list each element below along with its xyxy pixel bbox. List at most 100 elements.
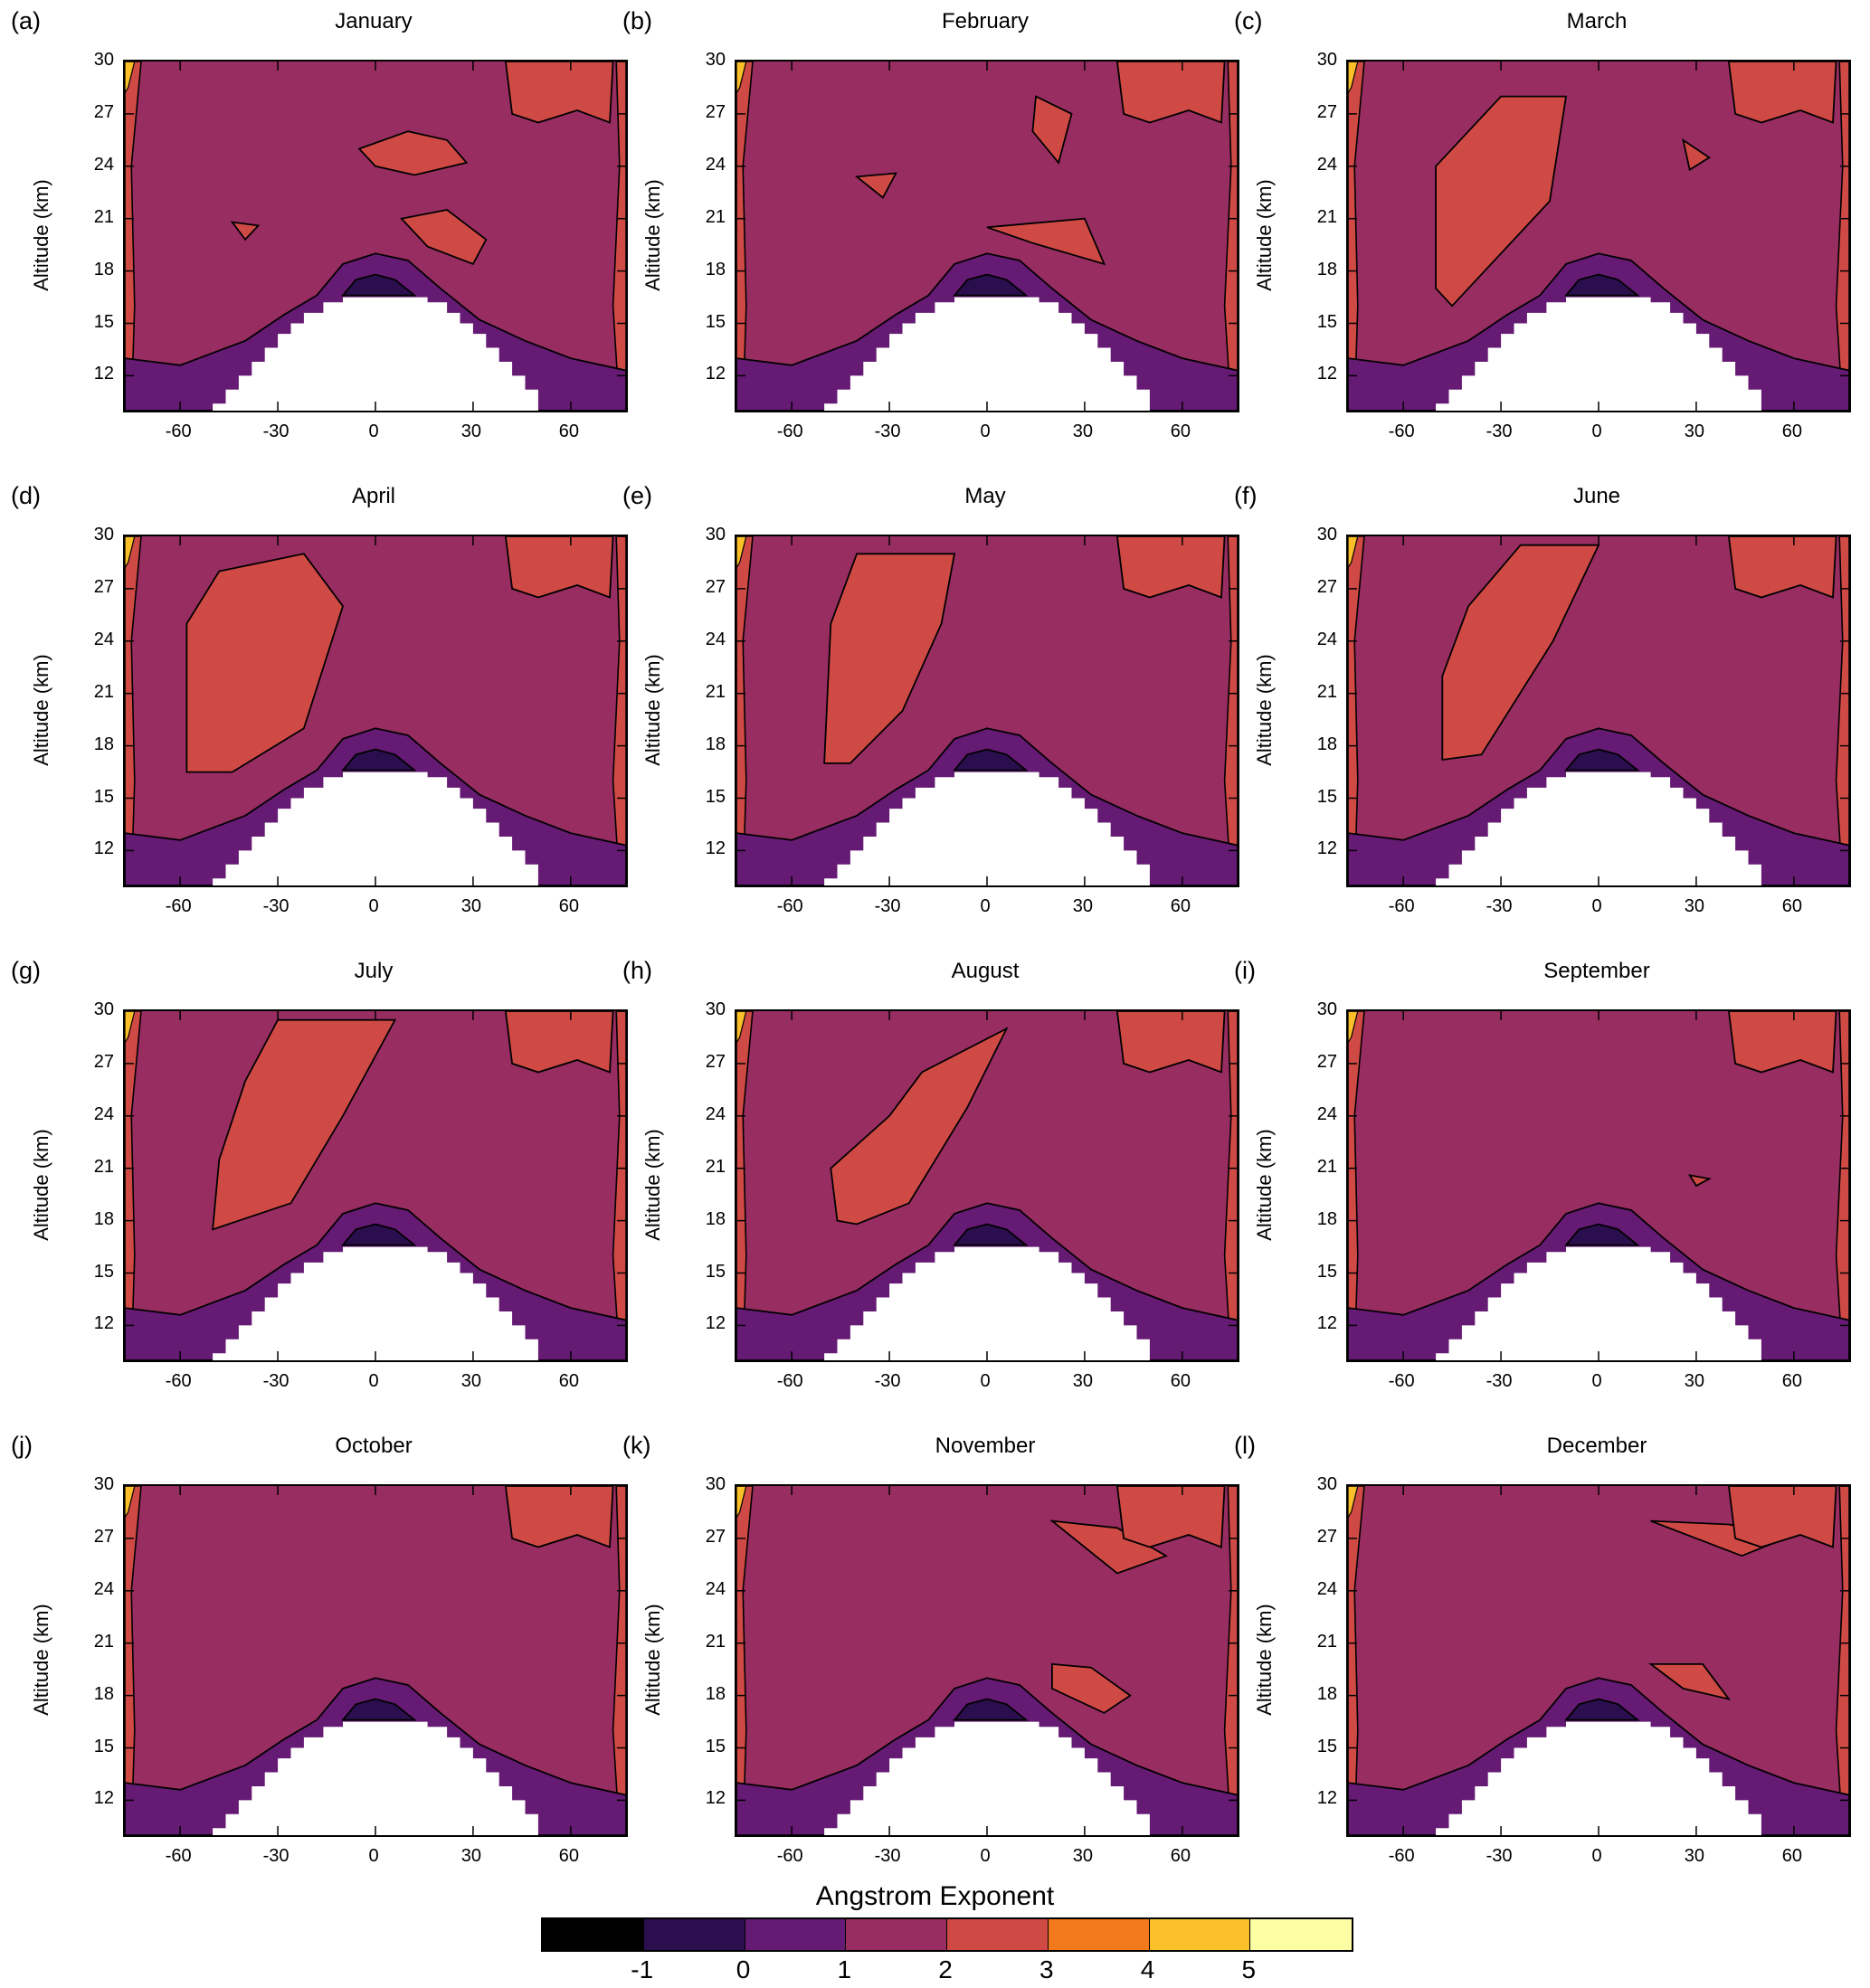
missing-data-mask (1436, 1246, 1761, 1360)
x-tick-label: 30 (1072, 1371, 1094, 1391)
y-tick-label: 24 (93, 154, 114, 175)
contour-band-neg1-0 (1564, 273, 1640, 297)
missing-data-mask (824, 297, 1150, 411)
contour-panel (1346, 60, 1851, 412)
x-tick-label: 0 (980, 1371, 991, 1391)
y-tick-label: 24 (705, 1578, 726, 1599)
contour-band-4-5 (125, 536, 136, 569)
x-tick-label: 60 (1781, 1846, 1802, 1866)
y-tick-label: 18 (93, 259, 114, 279)
y-tick-label: 18 (93, 1208, 114, 1229)
y-tick-label: 27 (705, 576, 726, 597)
contour-band-neg1-0 (953, 748, 1029, 772)
colorbar-cell (947, 1919, 1049, 1950)
y-tick-label: 30 (705, 1474, 726, 1494)
x-tick-label: 0 (980, 896, 991, 916)
x-tick-label: 60 (1170, 421, 1191, 441)
contour-band-2-3 (1435, 95, 1568, 308)
x-tick-label: -60 (1388, 896, 1415, 916)
missing-data-mask (1436, 772, 1761, 885)
contour-band-neg1-0 (341, 1698, 417, 1721)
panel-title: January (335, 9, 413, 33)
y-tick-label: 15 (1316, 1736, 1337, 1756)
y-tick-label: 21 (93, 206, 114, 227)
x-tick-label: -60 (1388, 421, 1415, 441)
y-axis-label: Altitude (km) (641, 1604, 664, 1716)
panel-title: September (1543, 959, 1650, 983)
y-tick-label: 27 (1316, 1051, 1337, 1072)
x-tick-label: 60 (558, 896, 579, 916)
contour-plot (736, 1486, 1238, 1835)
x-tick-label: 0 (368, 1846, 379, 1866)
x-tick-label: -60 (165, 1846, 192, 1866)
panel-title: February (941, 9, 1030, 33)
y-tick-label: 30 (1316, 525, 1337, 544)
contour-band-4-5 (1348, 536, 1359, 569)
y-axis-label: Altitude (km) (1253, 1129, 1276, 1241)
y-tick-label: 21 (1316, 1631, 1337, 1652)
x-tick-label: 30 (1684, 1846, 1705, 1866)
contour-band-4-5 (125, 1011, 136, 1044)
contour-band-2-3 (1031, 95, 1073, 165)
x-tick-label: 0 (1591, 1371, 1602, 1391)
panel-title: March (1566, 9, 1628, 33)
contour-band-neg1-0 (1564, 748, 1640, 772)
contour-band-neg1-0 (953, 1698, 1029, 1721)
missing-data-mask (213, 1721, 538, 1835)
panel-letter: (h) (622, 957, 652, 984)
panel-letter: (b) (622, 7, 652, 34)
y-tick-label: 21 (93, 681, 114, 702)
y-tick-label: 12 (705, 1313, 726, 1334)
panel-letter: (e) (622, 482, 652, 509)
y-tick-label: 30 (705, 50, 726, 70)
contour-band-2-3 (1115, 62, 1226, 124)
contour-panel (735, 535, 1239, 887)
y-tick-label: 21 (93, 1156, 114, 1177)
contour-plot (125, 536, 626, 885)
contour-band-2-3 (504, 62, 614, 124)
contour-band-4-5 (736, 1011, 747, 1044)
y-axis-label: Altitude (km) (1253, 179, 1276, 291)
missing-data-mask (213, 772, 538, 885)
contour-panel (735, 60, 1239, 412)
x-tick-label: 60 (1170, 1371, 1191, 1391)
y-tick-label: 21 (1316, 681, 1337, 702)
contour-plot (1348, 1011, 1849, 1360)
x-tick-label: -30 (874, 421, 901, 441)
colorbar-tick-label: 1 (837, 1955, 852, 1983)
x-tick-label: 60 (558, 1846, 579, 1866)
y-tick-label: 24 (1316, 1103, 1337, 1124)
contour-panel (123, 1484, 628, 1837)
y-axis-label: Altitude (km) (641, 1129, 664, 1241)
contour-plot (736, 1011, 1238, 1360)
y-tick-label: 18 (705, 259, 726, 279)
y-tick-label: 21 (705, 1156, 726, 1177)
contour-band-4-5 (1348, 1011, 1359, 1044)
y-tick-label: 18 (1316, 1208, 1337, 1229)
y-tick-label: 18 (1316, 1683, 1337, 1704)
contour-band-2-3 (1051, 1662, 1132, 1714)
contour-band-2-3 (1687, 1174, 1713, 1188)
contour-band-neg1-0 (1564, 1223, 1640, 1246)
x-tick-label: -60 (776, 421, 803, 441)
contour-band-2-3 (1727, 1486, 1837, 1548)
panel-letter: (d) (11, 482, 41, 509)
y-tick-label: 21 (705, 681, 726, 702)
x-tick-label: -30 (262, 896, 290, 916)
panel-letter: (i) (1234, 957, 1256, 984)
y-tick-label: 30 (705, 525, 726, 544)
panel-letter: (f) (1234, 482, 1258, 509)
panel-title: June (1572, 484, 1621, 508)
y-tick-label: 18 (705, 1683, 726, 1704)
y-tick-label: 24 (705, 154, 726, 175)
y-tick-label: 12 (705, 1788, 726, 1809)
colorbar-cell (643, 1919, 745, 1950)
y-tick-label: 27 (93, 1526, 114, 1547)
x-tick-label: 30 (1072, 1846, 1094, 1866)
contour-panel (123, 60, 628, 412)
contour-plot (1348, 62, 1849, 411)
contour-panel (1346, 535, 1851, 887)
y-tick-label: 24 (93, 1578, 114, 1599)
colorbar-cell (745, 1919, 847, 1950)
x-tick-label: 0 (980, 1846, 991, 1866)
